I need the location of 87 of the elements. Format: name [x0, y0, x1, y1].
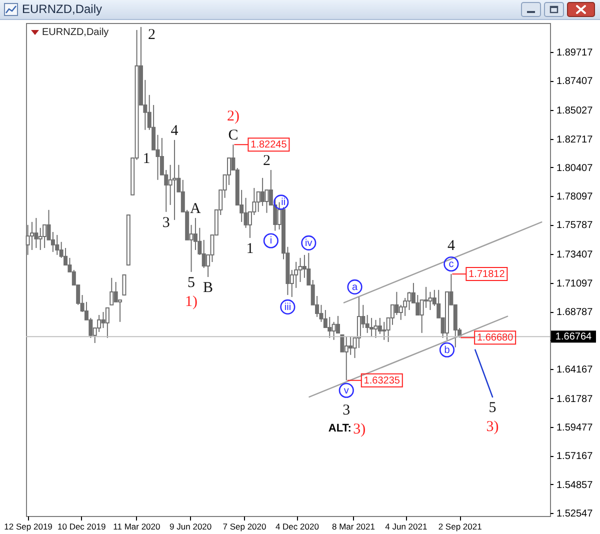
candlestick	[101, 311, 106, 328]
x-tick-label: 11 Mar 2020	[113, 522, 160, 532]
y-tick-label: 1.68787	[556, 307, 594, 318]
candlestick	[260, 177, 265, 206]
annotation: 1)	[185, 294, 198, 310]
annotation: a	[352, 282, 358, 293]
annotation: 3	[342, 402, 350, 418]
candlestick	[344, 336, 348, 381]
candlestick	[298, 257, 302, 282]
annotation: 4	[447, 238, 456, 254]
candlestick	[340, 334, 344, 352]
candlestick	[356, 296, 361, 348]
annotation: 5	[488, 400, 496, 416]
y-tick-label: 1.78097	[556, 192, 594, 203]
candlestick	[428, 291, 432, 310]
annotation: 1.63235	[364, 375, 400, 386]
annotation: 3)	[486, 418, 499, 435]
y-tick-label: 1.80407	[556, 162, 594, 174]
annotation: 1.71812	[468, 269, 506, 280]
y-tick-label: 1.75787	[556, 220, 594, 232]
annotation: i	[270, 236, 272, 247]
annotation: iv	[305, 238, 312, 249]
annotation: 3	[162, 214, 170, 231]
y-tick-label: 1.64167	[556, 364, 594, 376]
y-tick-label: 1.59477	[556, 422, 594, 434]
annotation: C	[228, 128, 238, 144]
y-tick-label: 1.61787	[556, 394, 594, 405]
annotation: c	[448, 259, 454, 270]
candlestick	[244, 197, 248, 228]
chart-subtitle: EURNZD,Daily	[42, 27, 109, 38]
candlestick	[332, 321, 336, 340]
candlestick	[105, 307, 110, 338]
annotation: 1.66680	[476, 332, 514, 344]
candlestick	[114, 281, 118, 302]
y-tick-label: 1.73407	[556, 250, 594, 261]
annotation: 1	[142, 150, 150, 167]
candlestick	[407, 291, 412, 310]
annotation: ALT:	[328, 422, 352, 434]
annotation: b	[444, 344, 450, 356]
annotation: v	[344, 385, 349, 396]
x-tick-label: 8 Mar 2021	[332, 522, 376, 532]
candlestick	[55, 234, 60, 256]
candlestick	[34, 217, 38, 248]
candlestick	[348, 336, 353, 356]
x-tick-label: 4 Jun 2021	[385, 522, 428, 532]
candlestick	[370, 317, 374, 338]
x-tick-label: 2 Sep 2021	[438, 522, 482, 532]
candlestick	[202, 239, 206, 268]
candlestick	[365, 314, 370, 334]
x-tick-label: 10 Dec 2019	[57, 522, 106, 532]
candlestick	[374, 319, 378, 338]
candlestick	[38, 227, 42, 250]
y-tick-label: 1.57167	[556, 451, 594, 462]
annotation: ii	[281, 197, 286, 208]
annotation: 1.82245	[250, 140, 288, 151]
y-tick-label: 1.87407	[556, 76, 594, 88]
candlestick	[97, 314, 102, 332]
y-tick-label: 1.82717	[556, 134, 594, 146]
candlestick	[394, 291, 399, 316]
x-tick-label: 7 Sep 2020	[222, 522, 266, 532]
candlestick	[110, 277, 114, 306]
annotation: A	[190, 200, 202, 217]
x-tick-label: 9 Jun 2020	[170, 522, 212, 532]
ref-line-label: 1.66764	[555, 332, 592, 343]
annotation: 2	[148, 26, 156, 43]
y-tick-label: 1.54857	[556, 480, 594, 491]
annotation: 1	[246, 240, 254, 257]
chart-title: EURNZD,Daily	[22, 2, 102, 16]
annotation: 5	[188, 274, 196, 291]
annotation: iii	[284, 302, 292, 313]
candlestick	[172, 139, 177, 220]
x-tick-label: 4 Dec 2020	[275, 522, 320, 532]
annotation: 4	[170, 122, 179, 139]
candlestick	[122, 274, 126, 296]
y-tick-label: 1.52547	[556, 508, 594, 520]
annotation: 2)	[226, 108, 240, 125]
annotation: 3)	[353, 421, 366, 438]
candlestick	[328, 316, 332, 338]
candlestick	[382, 321, 386, 340]
annotation: B	[203, 280, 214, 296]
x-tick-label: 12 Sep 2019	[4, 522, 53, 532]
annotation: 2	[262, 152, 270, 169]
y-tick-label: 1.85027	[556, 106, 594, 117]
y-tick-label: 1.89717	[556, 47, 594, 58]
candlestick	[42, 224, 47, 248]
candlestick	[416, 294, 420, 316]
y-tick-label: 1.71097	[556, 278, 594, 290]
